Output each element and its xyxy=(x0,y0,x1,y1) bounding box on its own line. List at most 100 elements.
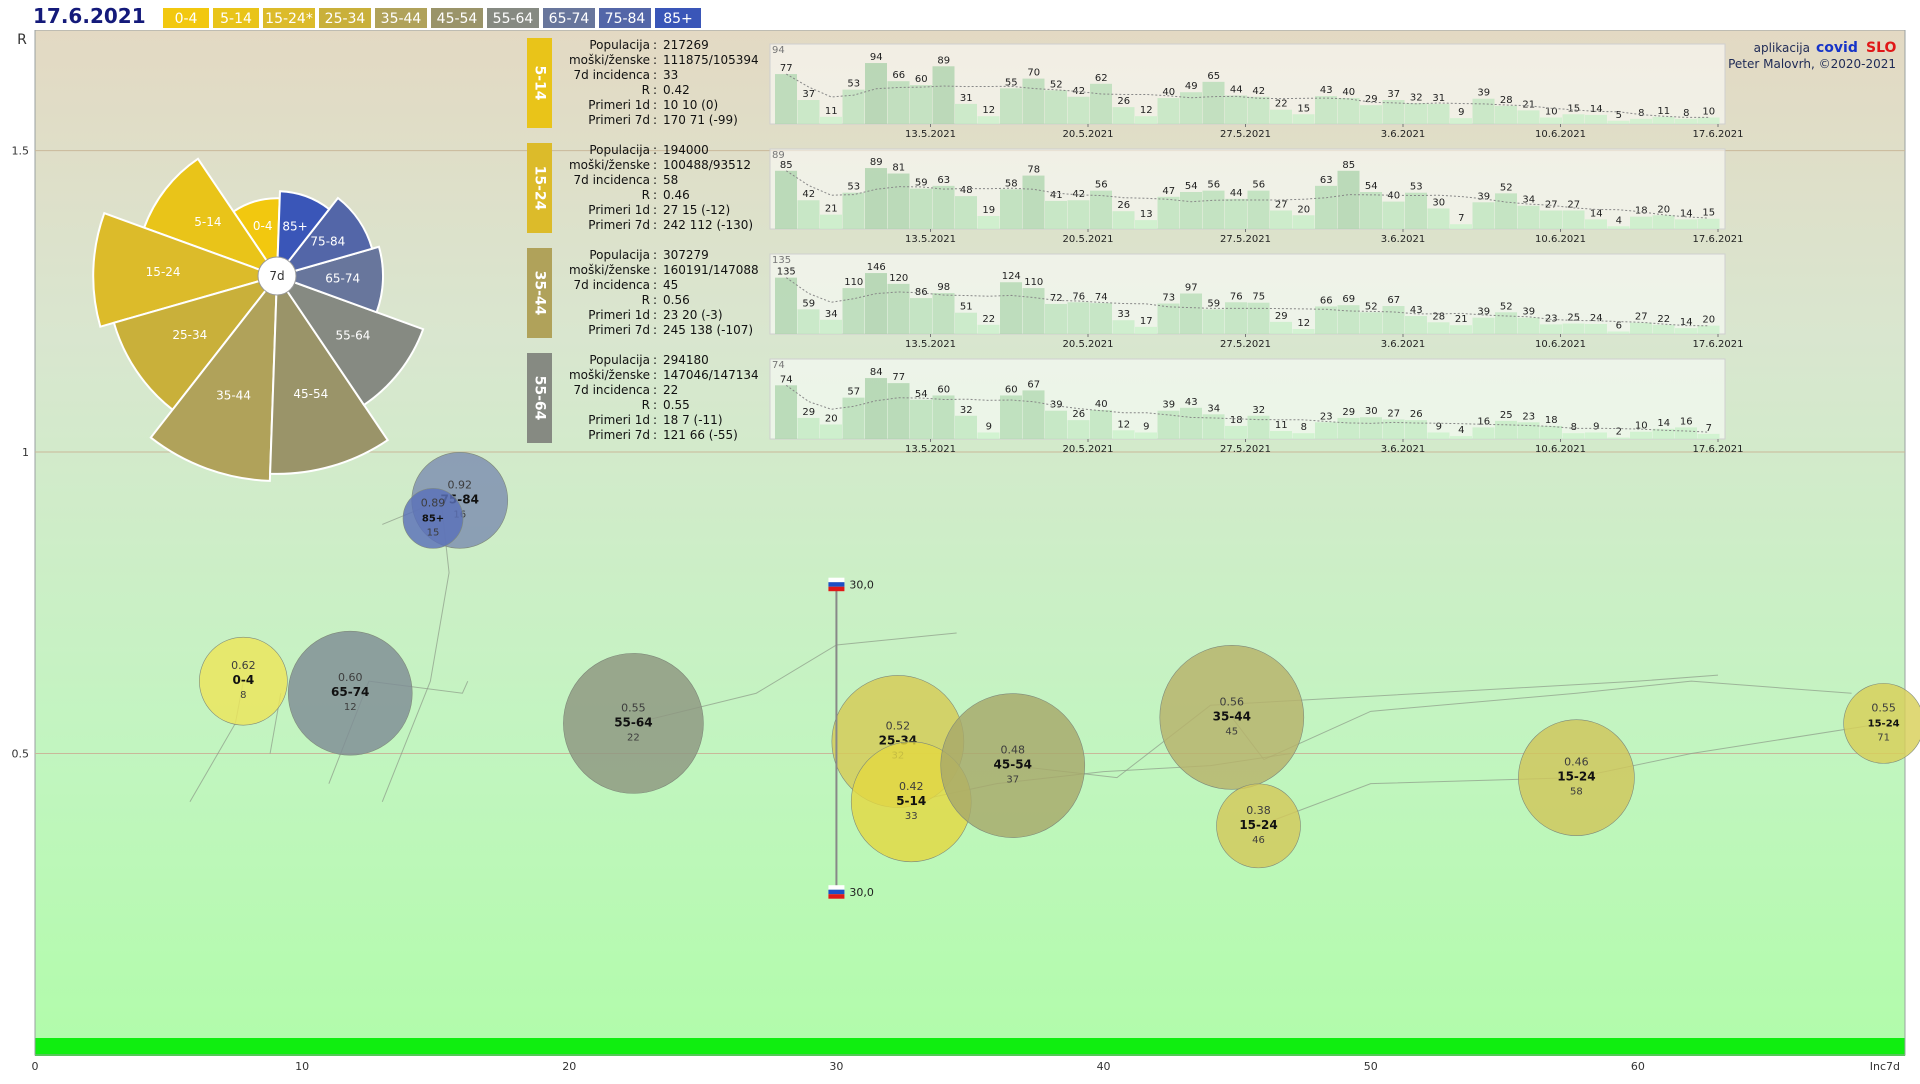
bubble-r-value: 0.56 xyxy=(1220,695,1245,708)
bubble-r-value: 0.52 xyxy=(886,719,911,732)
panel-bar xyxy=(977,116,1000,124)
panel-bar xyxy=(1247,96,1270,124)
stat-value: 0.46 xyxy=(663,188,690,202)
panel-bar xyxy=(1652,116,1675,124)
x-tick-label: 0 xyxy=(32,1060,39,1073)
rose-center xyxy=(257,256,297,296)
panel-group-bar xyxy=(527,353,552,443)
panel-bar-label: 18 xyxy=(1230,415,1243,426)
panel-date-label: 13.5.2021 xyxy=(905,129,956,140)
panel-bar-label: 75 xyxy=(1252,292,1265,303)
panel-bar xyxy=(1450,224,1472,229)
panel-bar xyxy=(1112,320,1135,334)
panel-bar-label: 4 xyxy=(1616,215,1622,226)
panel-bar xyxy=(1225,425,1247,439)
panel-bar xyxy=(1562,114,1585,124)
stat-colon: : xyxy=(653,113,657,127)
panel-bar xyxy=(1292,433,1315,439)
panel-date-label: 27.5.2021 xyxy=(1220,444,1271,455)
stat-label: moški/ženske xyxy=(569,158,650,172)
panel-bar-label: 5 xyxy=(1616,110,1622,121)
panel-bar-label: 29 xyxy=(1275,311,1288,322)
panel-bar xyxy=(1585,323,1607,334)
panel-bar-label: 2 xyxy=(1616,427,1622,438)
panel-bar-label: 9 xyxy=(986,421,992,432)
panel-bar xyxy=(1157,98,1180,124)
flag-stripe-blue xyxy=(828,889,845,895)
panel-bar xyxy=(1495,420,1517,439)
panel-bar-label: 17 xyxy=(1140,316,1153,327)
stat-value: 23 20 (-3) xyxy=(663,308,723,322)
stat-label: Primeri 7d xyxy=(588,323,650,337)
panel-bar xyxy=(797,309,820,334)
panel-bar-label: 42 xyxy=(1252,86,1265,97)
panel-date-label: 20.5.2021 xyxy=(1063,444,1114,455)
legend-label: 5-14 xyxy=(220,11,252,27)
stat-colon: : xyxy=(653,98,657,112)
panel-bar-label: 67 xyxy=(1387,295,1400,306)
panel-bar-label: 26 xyxy=(1117,200,1130,211)
panel-bar-label: 43 xyxy=(1320,85,1333,96)
panel-bar xyxy=(820,424,842,439)
panel-bar xyxy=(1270,109,1292,124)
panel-bar-label: 20 xyxy=(1702,315,1715,326)
panel-bar-label: 21 xyxy=(825,204,838,215)
panel-trend-line xyxy=(785,277,1709,327)
panel-bar xyxy=(1135,220,1157,229)
panel-bar xyxy=(1135,116,1157,124)
panel-bar xyxy=(1022,175,1045,229)
panel-bar-label: 85 xyxy=(780,160,793,171)
panel-bar-label: 20 xyxy=(825,413,838,424)
panel-bar-label: 55 xyxy=(1005,77,1018,88)
legend-swatch-45-54 xyxy=(431,8,483,28)
panel-bar-label: 60 xyxy=(1005,384,1018,395)
panel-bar xyxy=(1292,114,1315,124)
panel-bar xyxy=(1000,189,1022,229)
panel-bar-label: 31 xyxy=(1432,93,1445,104)
panel-bar xyxy=(1540,324,1562,334)
panel-bar xyxy=(1540,210,1562,229)
stat-value: 111875/105394 xyxy=(663,53,759,67)
panel-bar-label: 14 xyxy=(1680,208,1693,219)
panel-bar-label: 31 xyxy=(960,93,973,104)
panel-bar xyxy=(1292,328,1315,334)
reference-label: 30,0 xyxy=(849,886,874,899)
bubble-r-value: 0.55 xyxy=(1871,701,1896,714)
panel-bar xyxy=(820,116,842,124)
panel-bar-label: 26 xyxy=(1117,96,1130,107)
panel-bar-label: 89 xyxy=(937,55,950,66)
panel-bar-label: 32 xyxy=(960,405,973,416)
panel-bar-label: 10 xyxy=(1702,107,1715,118)
panel-bar-label: 6 xyxy=(1616,320,1622,331)
bubble-group-label: 55-64 xyxy=(614,715,652,729)
panel-bar xyxy=(842,192,865,229)
panel-bar-label: 39 xyxy=(1522,307,1535,318)
panel-date-label: 17.6.2021 xyxy=(1693,234,1744,245)
panel-bar xyxy=(1315,306,1337,334)
bubble-55-64 xyxy=(563,653,704,794)
panel-bar xyxy=(1157,196,1180,229)
stat-value: 0.55 xyxy=(663,398,690,412)
panel-bar xyxy=(1652,428,1675,439)
panel-first-label: 135 xyxy=(772,255,791,266)
panel-trend-line xyxy=(785,170,1709,219)
panel-bar-label: 32 xyxy=(1410,92,1423,103)
bubble-r-value: 0.42 xyxy=(899,780,924,793)
stat-value: 160191/147088 xyxy=(663,263,759,277)
panel-bar-label: 39 xyxy=(1477,191,1490,202)
stat-colon: : xyxy=(653,143,657,157)
rose-sector-label: 75-84 xyxy=(310,235,345,249)
credits-brand-covid: covid xyxy=(1816,40,1858,56)
legend-label: 65-74 xyxy=(549,11,590,27)
panel-bar-label: 39 xyxy=(1477,307,1490,318)
panel-bar xyxy=(910,188,932,229)
stat-label: Primeri 1d xyxy=(588,413,650,427)
panel-bar-label: 13 xyxy=(1140,209,1153,220)
flag-stripe-blue xyxy=(828,582,845,587)
stat-label: Populacija xyxy=(589,353,650,367)
panel-bar-label: 56 xyxy=(1095,180,1108,191)
panel-55-64: 55-64Populacija:294180moški/ženske:14704… xyxy=(527,353,1743,455)
rose-sector-label: 65-74 xyxy=(325,271,360,285)
panel-bar xyxy=(1495,193,1517,229)
